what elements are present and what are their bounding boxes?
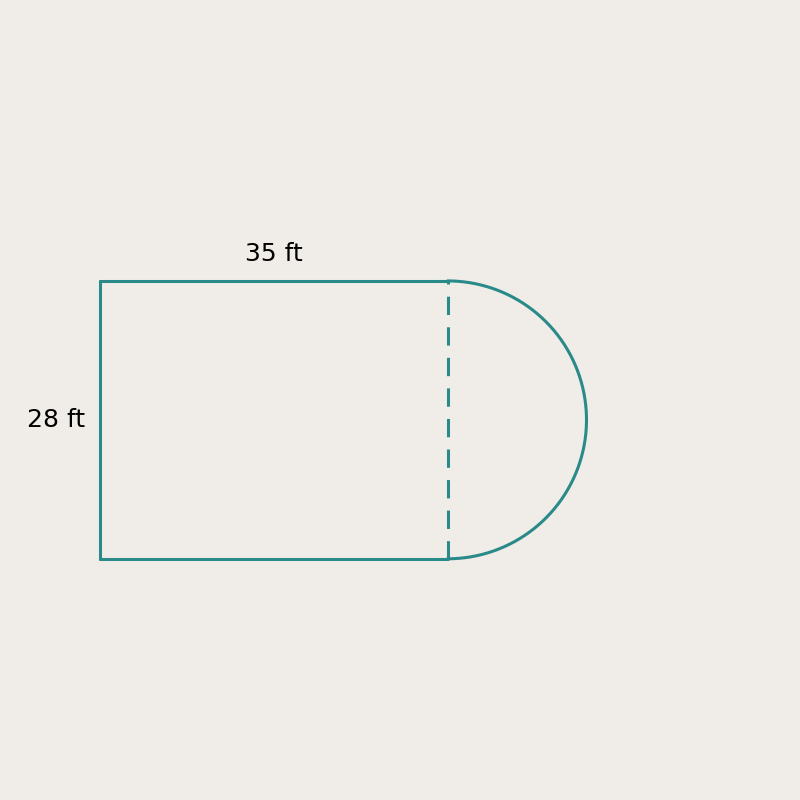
Text: 28 ft: 28 ft	[27, 408, 86, 432]
Text: 35 ft: 35 ft	[245, 242, 302, 266]
